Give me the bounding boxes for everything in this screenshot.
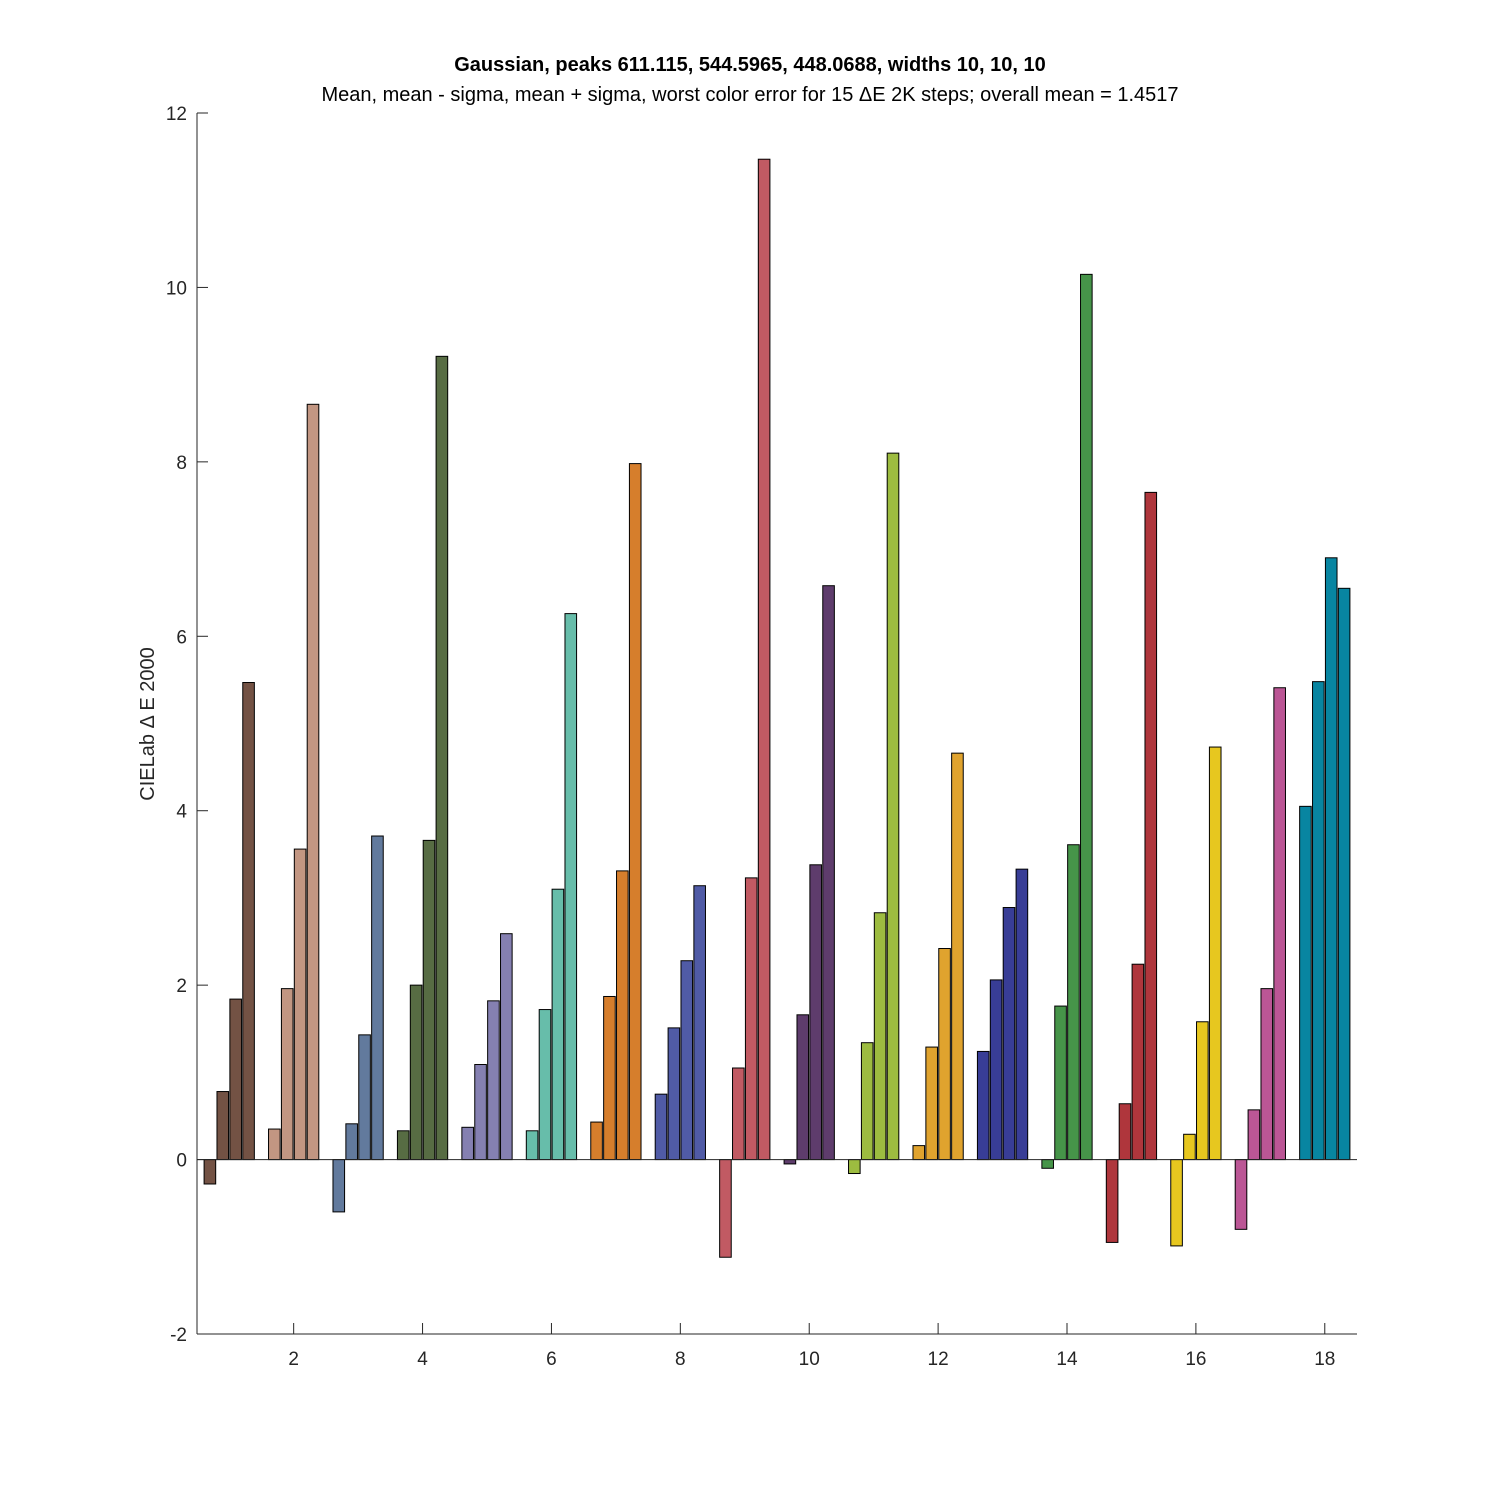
bar [1337, 587, 1351, 1161]
bar [409, 984, 423, 1161]
x-tick-label: 10 [799, 1349, 820, 1370]
bar [1041, 1159, 1054, 1169]
bar [525, 1130, 539, 1161]
bar [1002, 907, 1016, 1161]
bar [693, 885, 706, 1161]
bar [951, 752, 964, 1161]
bar [976, 1050, 990, 1161]
y-tick-label: 8 [176, 453, 187, 474]
bar [912, 1145, 926, 1161]
bar [1183, 1133, 1196, 1161]
bar [1234, 1159, 1248, 1230]
y-tick-label: 12 [166, 104, 187, 125]
bar [268, 1128, 281, 1161]
bar [358, 1034, 371, 1161]
bar [783, 1159, 797, 1165]
y-tick-label: 10 [166, 278, 187, 299]
x-tick-label: 14 [1056, 1349, 1078, 1370]
x-tick-label: 6 [546, 1349, 557, 1370]
bar [1260, 988, 1274, 1161]
bar [989, 979, 1003, 1161]
y-tick-label: -2 [170, 1325, 187, 1346]
bar [680, 960, 694, 1161]
bar [873, 912, 887, 1161]
bar [332, 1159, 346, 1213]
bar [242, 682, 255, 1161]
y-tick-label: 4 [176, 802, 187, 823]
y-tick-label: 2 [176, 976, 187, 997]
bar [564, 613, 578, 1161]
bar [229, 998, 242, 1161]
bar [822, 585, 835, 1161]
bar [345, 1123, 358, 1161]
x-tick-label: 2 [288, 1349, 299, 1370]
x-tick-label: 8 [675, 1349, 686, 1370]
bar [603, 995, 616, 1161]
bar [938, 948, 951, 1161]
bar [1324, 557, 1338, 1161]
bar [1273, 687, 1286, 1161]
x-tick-label: 4 [417, 1349, 428, 1370]
bar [1105, 1159, 1119, 1243]
bar [654, 1093, 668, 1161]
bar [628, 463, 642, 1161]
bar [848, 1159, 861, 1175]
bar [757, 158, 771, 1161]
bar [1080, 273, 1093, 1161]
bar [1196, 1021, 1209, 1161]
bar [500, 933, 513, 1161]
bar [744, 877, 758, 1161]
bar [1131, 963, 1145, 1161]
bar [293, 848, 307, 1161]
bar [551, 888, 565, 1161]
bar [1247, 1109, 1261, 1161]
y-tick-label: 0 [176, 1151, 187, 1172]
bar [396, 1130, 410, 1161]
bar [1299, 805, 1312, 1161]
bar [422, 839, 436, 1161]
bars-layer [203, 158, 1351, 1258]
x-tick-label: 12 [928, 1349, 949, 1370]
bar [538, 1009, 552, 1161]
chart-subtitle: Mean, mean - sigma, mean + sigma, worst … [321, 84, 1179, 106]
y-axis-label: CIELab Δ E 2000 [137, 647, 159, 800]
bar [1054, 1005, 1067, 1161]
bar [1015, 868, 1029, 1161]
bar [1144, 491, 1158, 1161]
bar [667, 1027, 681, 1161]
bar [435, 355, 449, 1161]
bar [461, 1126, 474, 1161]
bar [216, 1091, 230, 1161]
axes-layer: -2 0 2 4 6 8 10 12 2 4 6 8 10 12 14 16 18 [166, 104, 1357, 1370]
bar [1067, 844, 1080, 1161]
bar [925, 1046, 938, 1161]
chart-title: Gaussian, peaks 611.115, 544.5965, 448.0… [454, 54, 1046, 76]
bar [732, 1067, 745, 1161]
bar [306, 403, 320, 1161]
bar [719, 1159, 732, 1258]
bar [203, 1159, 217, 1185]
bar [809, 864, 822, 1161]
bar [860, 1042, 874, 1161]
bar [590, 1121, 603, 1161]
bar [796, 1014, 810, 1161]
bar [1118, 1103, 1132, 1161]
bar [886, 452, 900, 1161]
x-tick-label: 16 [1185, 1349, 1206, 1370]
bar [1208, 746, 1222, 1161]
bar [487, 1000, 500, 1161]
bar [616, 870, 629, 1161]
x-tick-label: 18 [1314, 1349, 1335, 1370]
bar [1170, 1159, 1183, 1247]
bar [371, 835, 384, 1161]
bar [1312, 681, 1325, 1161]
bar [280, 988, 294, 1161]
y-tick-label: 6 [176, 627, 187, 648]
bar [474, 1064, 487, 1161]
